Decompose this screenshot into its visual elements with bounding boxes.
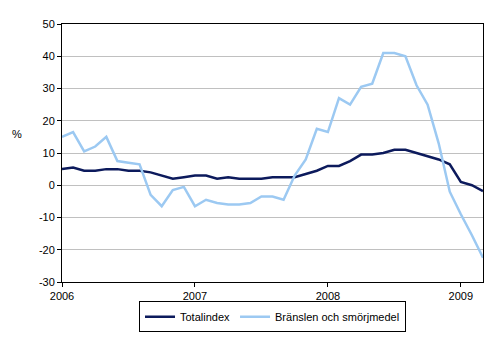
svg-text:%: % [12,128,22,140]
svg-text:2007: 2007 [183,290,207,302]
svg-text:0: 0 [49,179,55,191]
svg-text:-30: -30 [39,276,55,288]
svg-text:50: 50 [43,18,55,30]
svg-text:2009: 2009 [449,290,473,302]
svg-text:2006: 2006 [50,290,74,302]
svg-text:-10: -10 [39,211,55,223]
svg-text:Bränslen och smörjmedel: Bränslen och smörjmedel [275,311,399,323]
svg-text:20: 20 [43,115,55,127]
svg-text:40: 40 [43,50,55,62]
svg-text:10: 10 [43,147,55,159]
svg-text:-20: -20 [39,244,55,256]
svg-text:Totalindex: Totalindex [180,311,230,323]
svg-text:2008: 2008 [316,290,340,302]
svg-text:30: 30 [43,82,55,94]
